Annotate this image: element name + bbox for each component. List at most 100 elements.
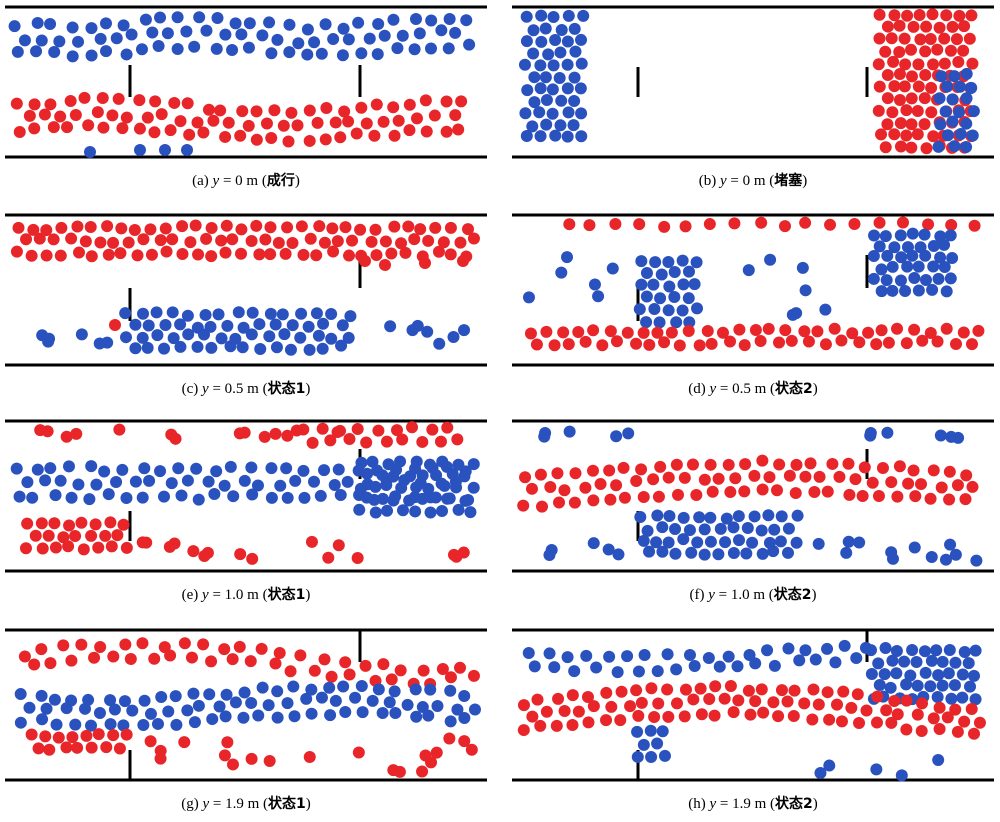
- pedestrian-red: [920, 20, 933, 33]
- pedestrian-blue: [318, 464, 331, 477]
- pedestrian-red: [33, 232, 46, 245]
- pedestrian-blue: [823, 759, 836, 772]
- pedestrian-red: [604, 493, 617, 506]
- pedestrian-red: [88, 651, 101, 664]
- pedestrian-blue: [286, 319, 299, 332]
- pedestrian-red: [82, 119, 95, 132]
- pedestrian-red: [821, 485, 834, 498]
- pedestrian-blue: [188, 716, 201, 729]
- pedestrian-blue: [933, 92, 946, 105]
- pedestrian-blue: [143, 474, 156, 487]
- pedestrian-red: [851, 688, 864, 701]
- pedestrian-blue: [281, 697, 294, 710]
- pedestrian-blue: [693, 511, 706, 524]
- pedestrian-blue: [768, 659, 781, 672]
- pedestrian-red: [84, 220, 97, 233]
- pedestrian-red: [331, 235, 344, 248]
- pedestrian-red: [905, 118, 918, 131]
- pedestrian-red: [326, 222, 339, 235]
- pedestrian-red: [66, 731, 79, 744]
- pedestrian-red: [117, 518, 130, 531]
- pedestrian-blue: [232, 306, 245, 319]
- pedestrian-blue: [171, 11, 184, 24]
- pedestrian-red: [965, 9, 978, 22]
- caption-h-prefix: (h): [688, 796, 710, 812]
- pedestrian-blue: [381, 504, 394, 517]
- pedestrian-blue: [135, 43, 148, 56]
- pedestrian-red: [425, 756, 438, 769]
- pedestrian-red: [419, 257, 431, 269]
- caption-b-suffix: ): [802, 173, 808, 189]
- pedestrian-blue: [118, 695, 131, 708]
- pedestrian-red: [454, 661, 467, 674]
- pedestrian-red: [905, 70, 918, 83]
- pedestrian-red: [55, 221, 68, 234]
- pedestrian-blue: [864, 644, 877, 657]
- caption-e-state: 状态1: [267, 587, 306, 603]
- pedestrian-blue: [658, 749, 671, 762]
- pedestrian-red: [517, 724, 530, 737]
- pedestrian-red: [927, 712, 940, 725]
- pedestrian-blue: [865, 667, 878, 680]
- pedestrian-blue: [172, 462, 185, 475]
- pedestrian-red: [25, 249, 38, 262]
- caption-a-y: y: [212, 173, 220, 189]
- pedestrian-red: [876, 462, 889, 475]
- pedestrian-blue: [906, 643, 919, 656]
- caption-g: (g) y = 1.9 m (状态1): [5, 793, 487, 813]
- pedestrian-red: [250, 219, 263, 232]
- pedestrian-red: [63, 519, 76, 532]
- pedestrian-blue: [72, 478, 85, 491]
- pedestrian-red: [29, 529, 42, 542]
- corridor-e: [5, 419, 487, 573]
- pedestrian-blue: [946, 93, 959, 106]
- pedestrian-blue: [120, 492, 133, 505]
- pedestrian-blue: [421, 325, 434, 338]
- pedestrian-red: [351, 551, 364, 564]
- pedestrian-red: [695, 708, 708, 721]
- pedestrian-red: [916, 334, 929, 347]
- pedestrian-red: [85, 741, 98, 754]
- pedestrian-red: [285, 106, 298, 119]
- pedestrian-blue: [336, 319, 349, 332]
- pedestrian-blue: [281, 491, 294, 504]
- pedestrian-red: [443, 732, 456, 745]
- pedestrian-blue: [886, 260, 899, 273]
- pedestrian-blue: [956, 668, 969, 681]
- pedestrian-blue: [908, 541, 921, 554]
- pedestrian-red: [885, 32, 898, 45]
- pedestrian-blue: [181, 704, 194, 717]
- pedestrian-red: [706, 485, 719, 498]
- pedestrian-blue: [224, 340, 237, 353]
- pedestrian-red: [933, 723, 946, 736]
- pedestrian-blue: [927, 260, 940, 273]
- pedestrian-blue: [389, 706, 402, 719]
- pedestrian-blue: [868, 229, 881, 242]
- pedestrian-red: [385, 673, 398, 686]
- pedestrian-blue: [416, 469, 429, 482]
- pedestrian-blue: [36, 713, 49, 726]
- pedestrian-red: [272, 236, 285, 249]
- pedestrian-red: [297, 248, 310, 261]
- pedestrian-blue: [372, 17, 385, 30]
- pedestrian-blue: [48, 46, 61, 59]
- pedestrian-blue: [237, 711, 250, 724]
- pedestrian-red: [724, 486, 737, 499]
- pedestrian-blue: [271, 33, 284, 46]
- pedestrian-red: [20, 233, 33, 246]
- pedestrian-blue: [256, 681, 269, 694]
- pedestrian-red: [846, 327, 859, 340]
- pedestrian-blue: [592, 290, 605, 303]
- pedestrian-blue: [210, 42, 223, 55]
- pedestrian-red: [893, 460, 906, 473]
- pedestrian-blue: [790, 307, 803, 320]
- pedestrian-blue: [288, 710, 301, 723]
- pedestrian-red: [432, 245, 445, 258]
- pedestrian-red: [913, 8, 926, 21]
- pedestrian-blue: [413, 27, 426, 40]
- pedestrian-blue: [926, 283, 939, 296]
- pedestrian-blue: [561, 82, 574, 95]
- pedestrian-red: [80, 729, 93, 742]
- pedestrian-red: [221, 736, 234, 749]
- pedestrian-red: [888, 695, 901, 708]
